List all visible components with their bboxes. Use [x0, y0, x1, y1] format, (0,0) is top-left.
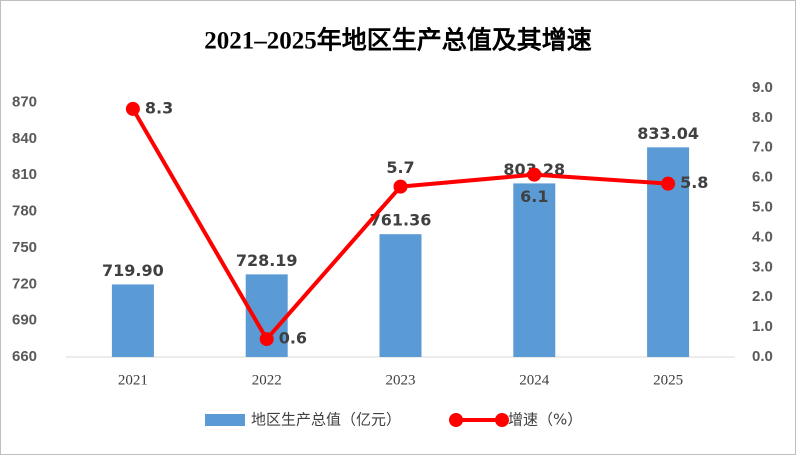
bar: [379, 234, 422, 357]
y2-tick-label: 8.0: [752, 109, 773, 126]
y2-tick-label: 2.0: [752, 288, 773, 305]
x-tick-label: 2021: [118, 372, 148, 388]
y-tick-label: 780: [12, 203, 37, 220]
y-tick-label: 840: [12, 130, 37, 147]
value-label: 728.19: [236, 251, 298, 270]
y-tick-label: 720: [12, 275, 37, 292]
chart-title: 2021–2025年地区生产总值及其增速: [204, 26, 592, 55]
y-tick-label: 870: [12, 94, 37, 111]
legend-swatch: [205, 414, 245, 426]
x-tick-label: 2024: [519, 372, 550, 388]
value-label: 5.7: [386, 158, 414, 177]
legend-label: 地区生产总值（亿元）: [251, 411, 401, 429]
bar: [513, 183, 556, 357]
value-label: 5.8: [680, 173, 708, 192]
y-tick-label: 810: [12, 166, 37, 183]
y2-tick-label: 9.0: [752, 79, 773, 96]
x-tick-label: 2025: [653, 372, 683, 388]
y2-tick-label: 0.0: [752, 348, 773, 365]
y2-tick-label: 7.0: [752, 139, 773, 156]
x-tick-label: 2023: [386, 372, 416, 388]
y2-tick-label: 4.0: [752, 228, 773, 245]
line-marker: [661, 176, 676, 191]
value-label: 6.1: [520, 187, 548, 206]
line-marker: [125, 101, 140, 116]
value-label: 0.6: [279, 329, 307, 348]
legend-marker: [449, 413, 464, 427]
y2-tick-label: 3.0: [752, 258, 773, 275]
y2-tick-label: 6.0: [752, 169, 773, 186]
y2-tick-label: 5.0: [752, 199, 773, 216]
y-tick-label: 660: [12, 348, 37, 365]
y-tick-label: 690: [12, 312, 37, 329]
bar: [111, 284, 154, 357]
legend-marker: [495, 413, 510, 427]
x-tick-label: 2022: [252, 372, 282, 388]
y2-tick-label: 1.0: [752, 318, 773, 335]
value-label: 833.04: [637, 124, 699, 143]
line-marker: [393, 179, 408, 194]
value-label: 719.90: [102, 261, 164, 280]
y-tick-label: 750: [12, 239, 37, 256]
legend-label: 增速（%）: [508, 411, 582, 429]
line-marker: [527, 167, 542, 182]
value-label: 761.36: [370, 211, 432, 230]
line-marker: [259, 332, 274, 347]
value-label: 8.3: [145, 98, 173, 117]
